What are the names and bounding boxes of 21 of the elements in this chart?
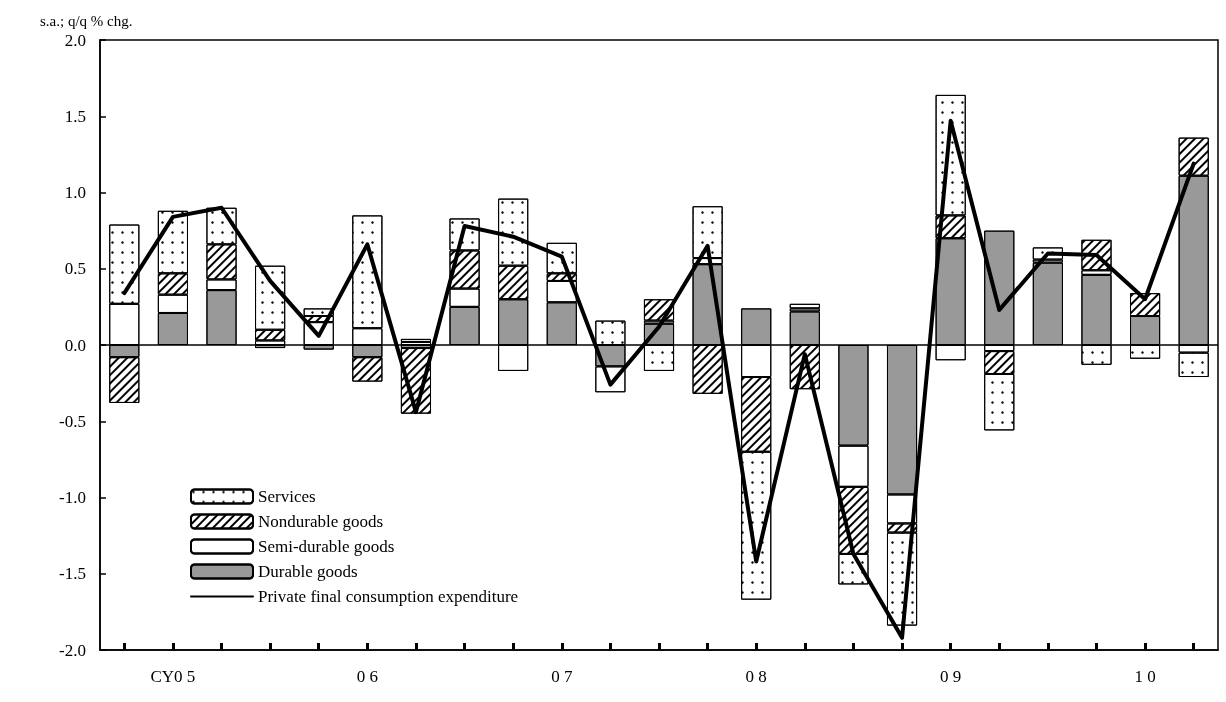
x-tick-label: CY0 5 xyxy=(150,667,196,686)
y-axis-title: s.a.; q/q % chg. xyxy=(40,12,133,29)
y-tick-label: -1.5 xyxy=(59,564,86,584)
y-tick-label: 1.5 xyxy=(64,106,86,126)
y-tick-label: 0.5 xyxy=(64,259,86,279)
legend-label: Durable goods xyxy=(258,562,358,581)
x-tick-label: 0 8 xyxy=(745,667,767,686)
x-tick-label: 0 9 xyxy=(940,667,962,686)
y-tick-label: 0.0 xyxy=(64,335,86,355)
x-tick-label: 0 7 xyxy=(551,667,573,686)
legend-label: Private final consumption expenditure xyxy=(258,587,519,606)
y-tick-label: -1.0 xyxy=(59,488,86,507)
legend-label: Semi-durable goods xyxy=(258,537,395,556)
y-tick-label: -2.0 xyxy=(59,640,86,660)
legend-label: Services xyxy=(258,487,316,506)
y-tick-label: 1.0 xyxy=(64,183,86,202)
legend-label: Nondurable goods xyxy=(258,512,384,531)
y-tick-label: -0.5 xyxy=(59,411,86,431)
x-tick-label: 0 6 xyxy=(356,667,378,686)
x-tick-label: 1 0 xyxy=(1134,667,1156,686)
y-tick-label: 2.0 xyxy=(64,30,86,50)
